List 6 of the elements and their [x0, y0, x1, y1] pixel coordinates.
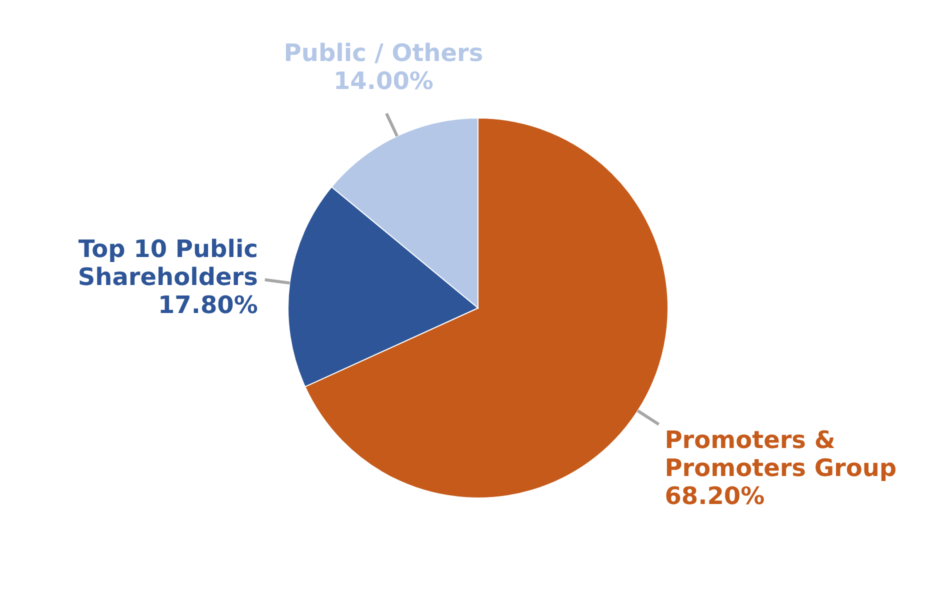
data-label: 17.80% [158, 290, 258, 319]
slice-label: Public / Others [284, 39, 484, 68]
slice-label: Top 10 Public Shareholders [78, 234, 258, 291]
data-label: 14.00% [333, 67, 434, 96]
data-label: 68.20% [664, 482, 765, 510]
slice-label: Promoters & Promoters Group [664, 426, 897, 482]
